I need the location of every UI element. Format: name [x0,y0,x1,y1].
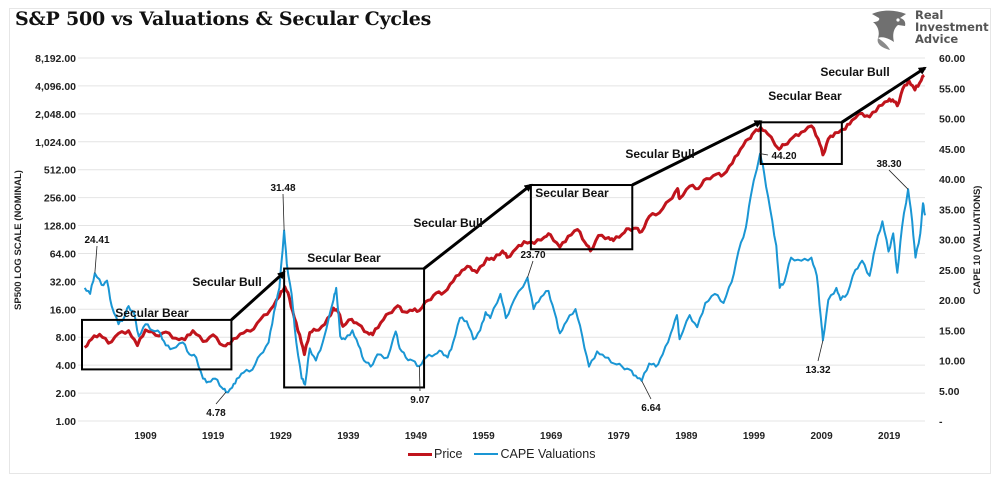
left-tick-label: 512.00 [44,165,76,177]
secular-bull-label: Secular Bull [413,216,482,230]
x-tick-label: 2019 [878,431,901,442]
x-tick-label: 1959 [472,431,495,442]
value-leader-line [817,340,824,362]
x-tick-label: 1939 [337,431,360,442]
left-tick-label: 2,048.00 [35,109,76,121]
secular-bull-arrow [841,66,927,124]
left-tick-label: 16.00 [50,304,76,316]
value-leader-line [94,245,98,274]
price-line [83,74,925,357]
right-tick-label: 25.00 [939,265,965,277]
secular-bear-box [759,121,843,165]
secular-bear-label: Secular Bear [768,89,842,103]
left-axis-title: SP500 LOG SCALE (NOMINAL) [13,170,24,310]
left-tick-label: 32.00 [50,276,76,288]
chart-frame [9,8,991,474]
value-leader-line [215,391,227,405]
left-tick-label: 8,192.00 [35,53,76,65]
left-tick-label: 4.00 [56,360,77,372]
right-tick-label: 55.00 [939,83,965,95]
value-label: 6.64 [641,403,661,414]
value-label: 44.20 [771,151,796,162]
left-axis-ticks: 1.00 2.00 4.00 8.00 16.00 32.00 64.00 128.00 256… [35,53,76,428]
value-label: 4.78 [206,408,226,419]
series-layer [83,74,926,394]
annotation-layer: Secular Bear Secular Bear Secular Bear Secu… [81,65,927,419]
secular-bear-box [81,318,233,371]
x-tick-label: 1999 [743,431,766,442]
right-tick-label: 60.00 [939,53,965,65]
value-leader-line [418,366,421,392]
legend-label-cape: CAPE Valuations [500,447,596,461]
value-label: 38.30 [876,159,901,170]
value-label: 31.48 [270,183,295,194]
cape-line [83,152,926,394]
value-label: 24.41 [84,235,109,246]
x-tick-label: 1969 [540,431,563,442]
brand-logo: Real Investment Advice [870,8,990,54]
x-axis-ticks: 1909 1919 1929 1939 1949 1959 1969 1979 1989 1999… [134,431,900,442]
legend: Price CAPE Valuations [408,446,607,462]
secular-bull-label: Secular Bull [820,65,889,79]
x-tick-label: 1949 [405,431,428,442]
right-tick-label: 20.00 [939,295,965,307]
legend-swatch-cape [474,453,499,455]
secular-bull-arrow [423,183,533,270]
right-tick-label: 5.00 [939,386,960,398]
right-tick-label: - [939,416,943,428]
secular-bull-arrow [631,120,763,187]
secular-bull-label: Secular Bull [625,147,694,161]
left-tick-label: 1,024.00 [35,137,76,149]
legend-swatch-price [408,452,432,456]
x-tick-label: 2009 [810,431,833,442]
secular-bear-box [529,184,634,251]
left-tick-label: 2.00 [56,388,77,400]
value-leader-line [641,380,652,400]
legend-label-price: Price [434,447,463,461]
value-leader-line [888,169,909,190]
right-tick-label: 15.00 [939,325,965,337]
left-tick-label: 64.00 [50,248,76,260]
value-label: 13.32 [805,365,830,376]
x-tick-label: 1919 [202,431,225,442]
right-tick-label: 40.00 [939,174,965,186]
gridlines [78,57,925,422]
x-tick-label: 1909 [134,431,157,442]
secular-bear-label: Secular Bear [307,251,381,265]
left-tick-label: 128.00 [44,221,76,233]
right-tick-label: 35.00 [939,204,965,216]
brand-line-1: Real [915,8,944,22]
x-tick-label: 1929 [270,431,293,442]
value-label: 23.70 [520,250,545,261]
legend-item-price[interactable]: Price [408,447,462,461]
right-tick-label: 10.00 [939,356,965,368]
value-leader-line [527,260,534,278]
right-axis-ticks: - 5.00 10.00 15.00 20.00 25.00 30.00 35.00 40.00… [939,53,965,428]
left-tick-label: 1.00 [56,416,77,428]
eagle-head-icon [872,10,906,50]
secular-bull-arrow [230,271,286,322]
value-leader-line [282,193,285,231]
x-tick-label: 1979 [608,431,631,442]
secular-bull-label: Secular Bull [192,275,261,289]
brand-line-2: Investment [915,20,989,34]
legend-item-cape[interactable]: CAPE Valuations [474,447,595,461]
value-leader-line [759,153,769,156]
right-axis-title: CAPE 10 (VALUATIONS) [972,186,983,295]
secular-bear-box [283,267,426,389]
x-tick-label: 1989 [675,431,698,442]
left-tick-label: 8.00 [56,332,77,344]
value-label: 9.07 [410,395,430,406]
right-tick-label: 45.00 [939,144,965,156]
chart-title: S&P 500 vs Valuations & Secular Cycles [15,8,432,30]
left-tick-label: 256.00 [44,193,76,205]
right-tick-label: 30.00 [939,235,965,247]
secular-bear-label: Secular Bear [115,306,189,320]
left-tick-label: 4,096.00 [35,81,76,93]
brand-line-3: Advice [915,32,959,46]
secular-bear-label: Secular Bear [535,186,609,200]
right-tick-label: 50.00 [939,114,965,126]
